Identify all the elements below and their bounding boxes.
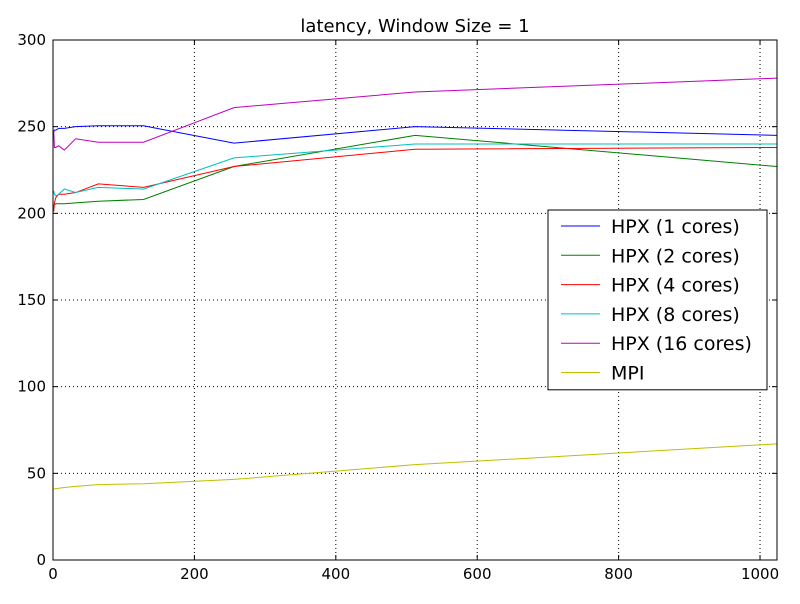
legend-label: HPX (1 cores): [611, 216, 740, 238]
legend-label: HPX (2 cores): [611, 245, 740, 267]
legend-box: [547, 209, 768, 391]
y-tick-label: 100: [17, 378, 46, 396]
series-line-0: [53, 125, 777, 144]
y-tick-label: 200: [17, 204, 46, 222]
legend-label: HPX (8 cores): [611, 304, 740, 326]
y-tick-label: 0: [36, 551, 46, 569]
y-tick-label: 150: [17, 291, 46, 309]
series-line-4: [53, 77, 777, 151]
y-tick-label: 250: [17, 118, 46, 136]
x-tick-label: 400: [321, 565, 350, 583]
legend-label: MPI: [611, 363, 644, 385]
tick-layer: 0 200 400 600 800 1000 0 50 100 150 200 250 300: [17, 31, 779, 583]
legend-label: HPX (16 cores): [611, 333, 752, 355]
x-tick-label: 600: [463, 565, 492, 583]
x-tick-label: 0: [48, 565, 58, 583]
x-tick-label: 200: [180, 565, 209, 583]
chart-title: latency, Window Size = 1: [300, 16, 529, 37]
y-tick-label: 300: [17, 31, 46, 49]
series-line-1: [53, 134, 777, 207]
legend-label: HPX (4 cores): [611, 275, 740, 297]
series-line-5: [53, 443, 777, 490]
x-tick-label: 800: [604, 565, 633, 583]
series-layer: [53, 77, 777, 490]
series-line-3: [53, 143, 777, 197]
y-tick-label: 50: [27, 464, 46, 482]
legend: HPX (1 cores) HPX (2 cores) HPX (4 cores) H…: [547, 209, 768, 391]
x-tick-label: 1000: [741, 565, 779, 583]
